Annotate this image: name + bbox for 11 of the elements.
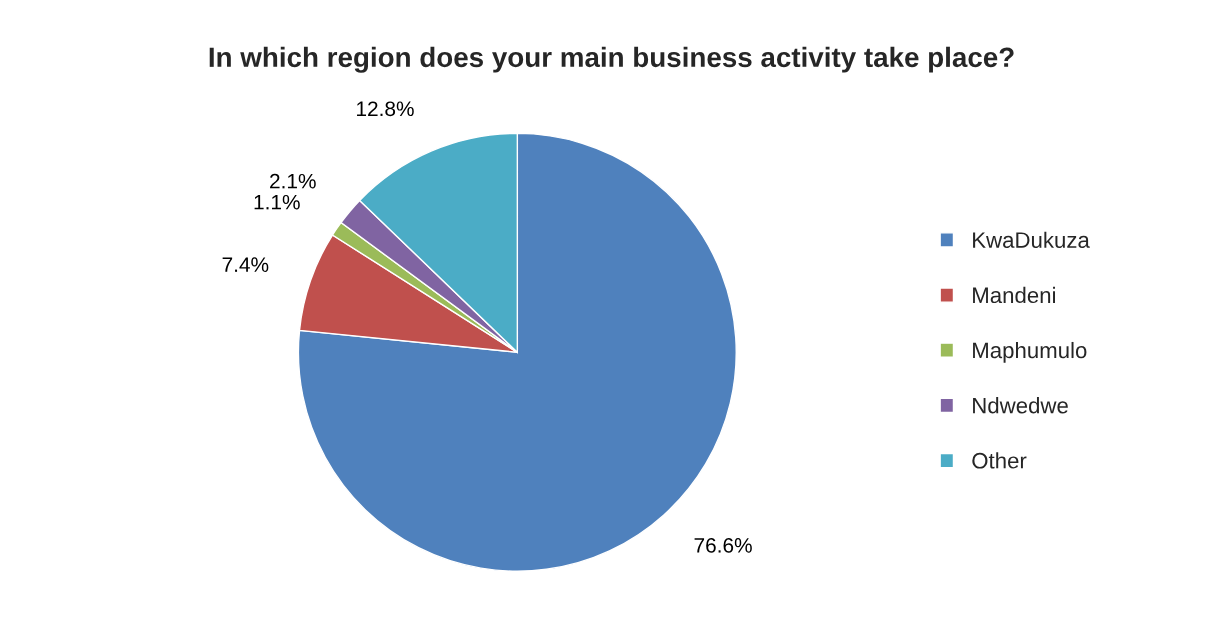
data-label: 7.4% (222, 257, 269, 272)
legend-label: KwaDukuza (973, 231, 1090, 248)
data-label: 12.8% (357, 101, 414, 117)
legend-label: Mandeni (973, 286, 1055, 304)
data-label: 2.1% (270, 173, 316, 189)
legend-label: Ndwedwe (973, 397, 1068, 414)
legend-label: Maphumulo (973, 341, 1087, 363)
chart-title: In which region does your main business activity take place? (209, 46, 1014, 73)
data-label: 1.1% (254, 194, 300, 210)
data-label: 76.6% (694, 538, 752, 553)
legend-label: Other (972, 452, 1027, 469)
